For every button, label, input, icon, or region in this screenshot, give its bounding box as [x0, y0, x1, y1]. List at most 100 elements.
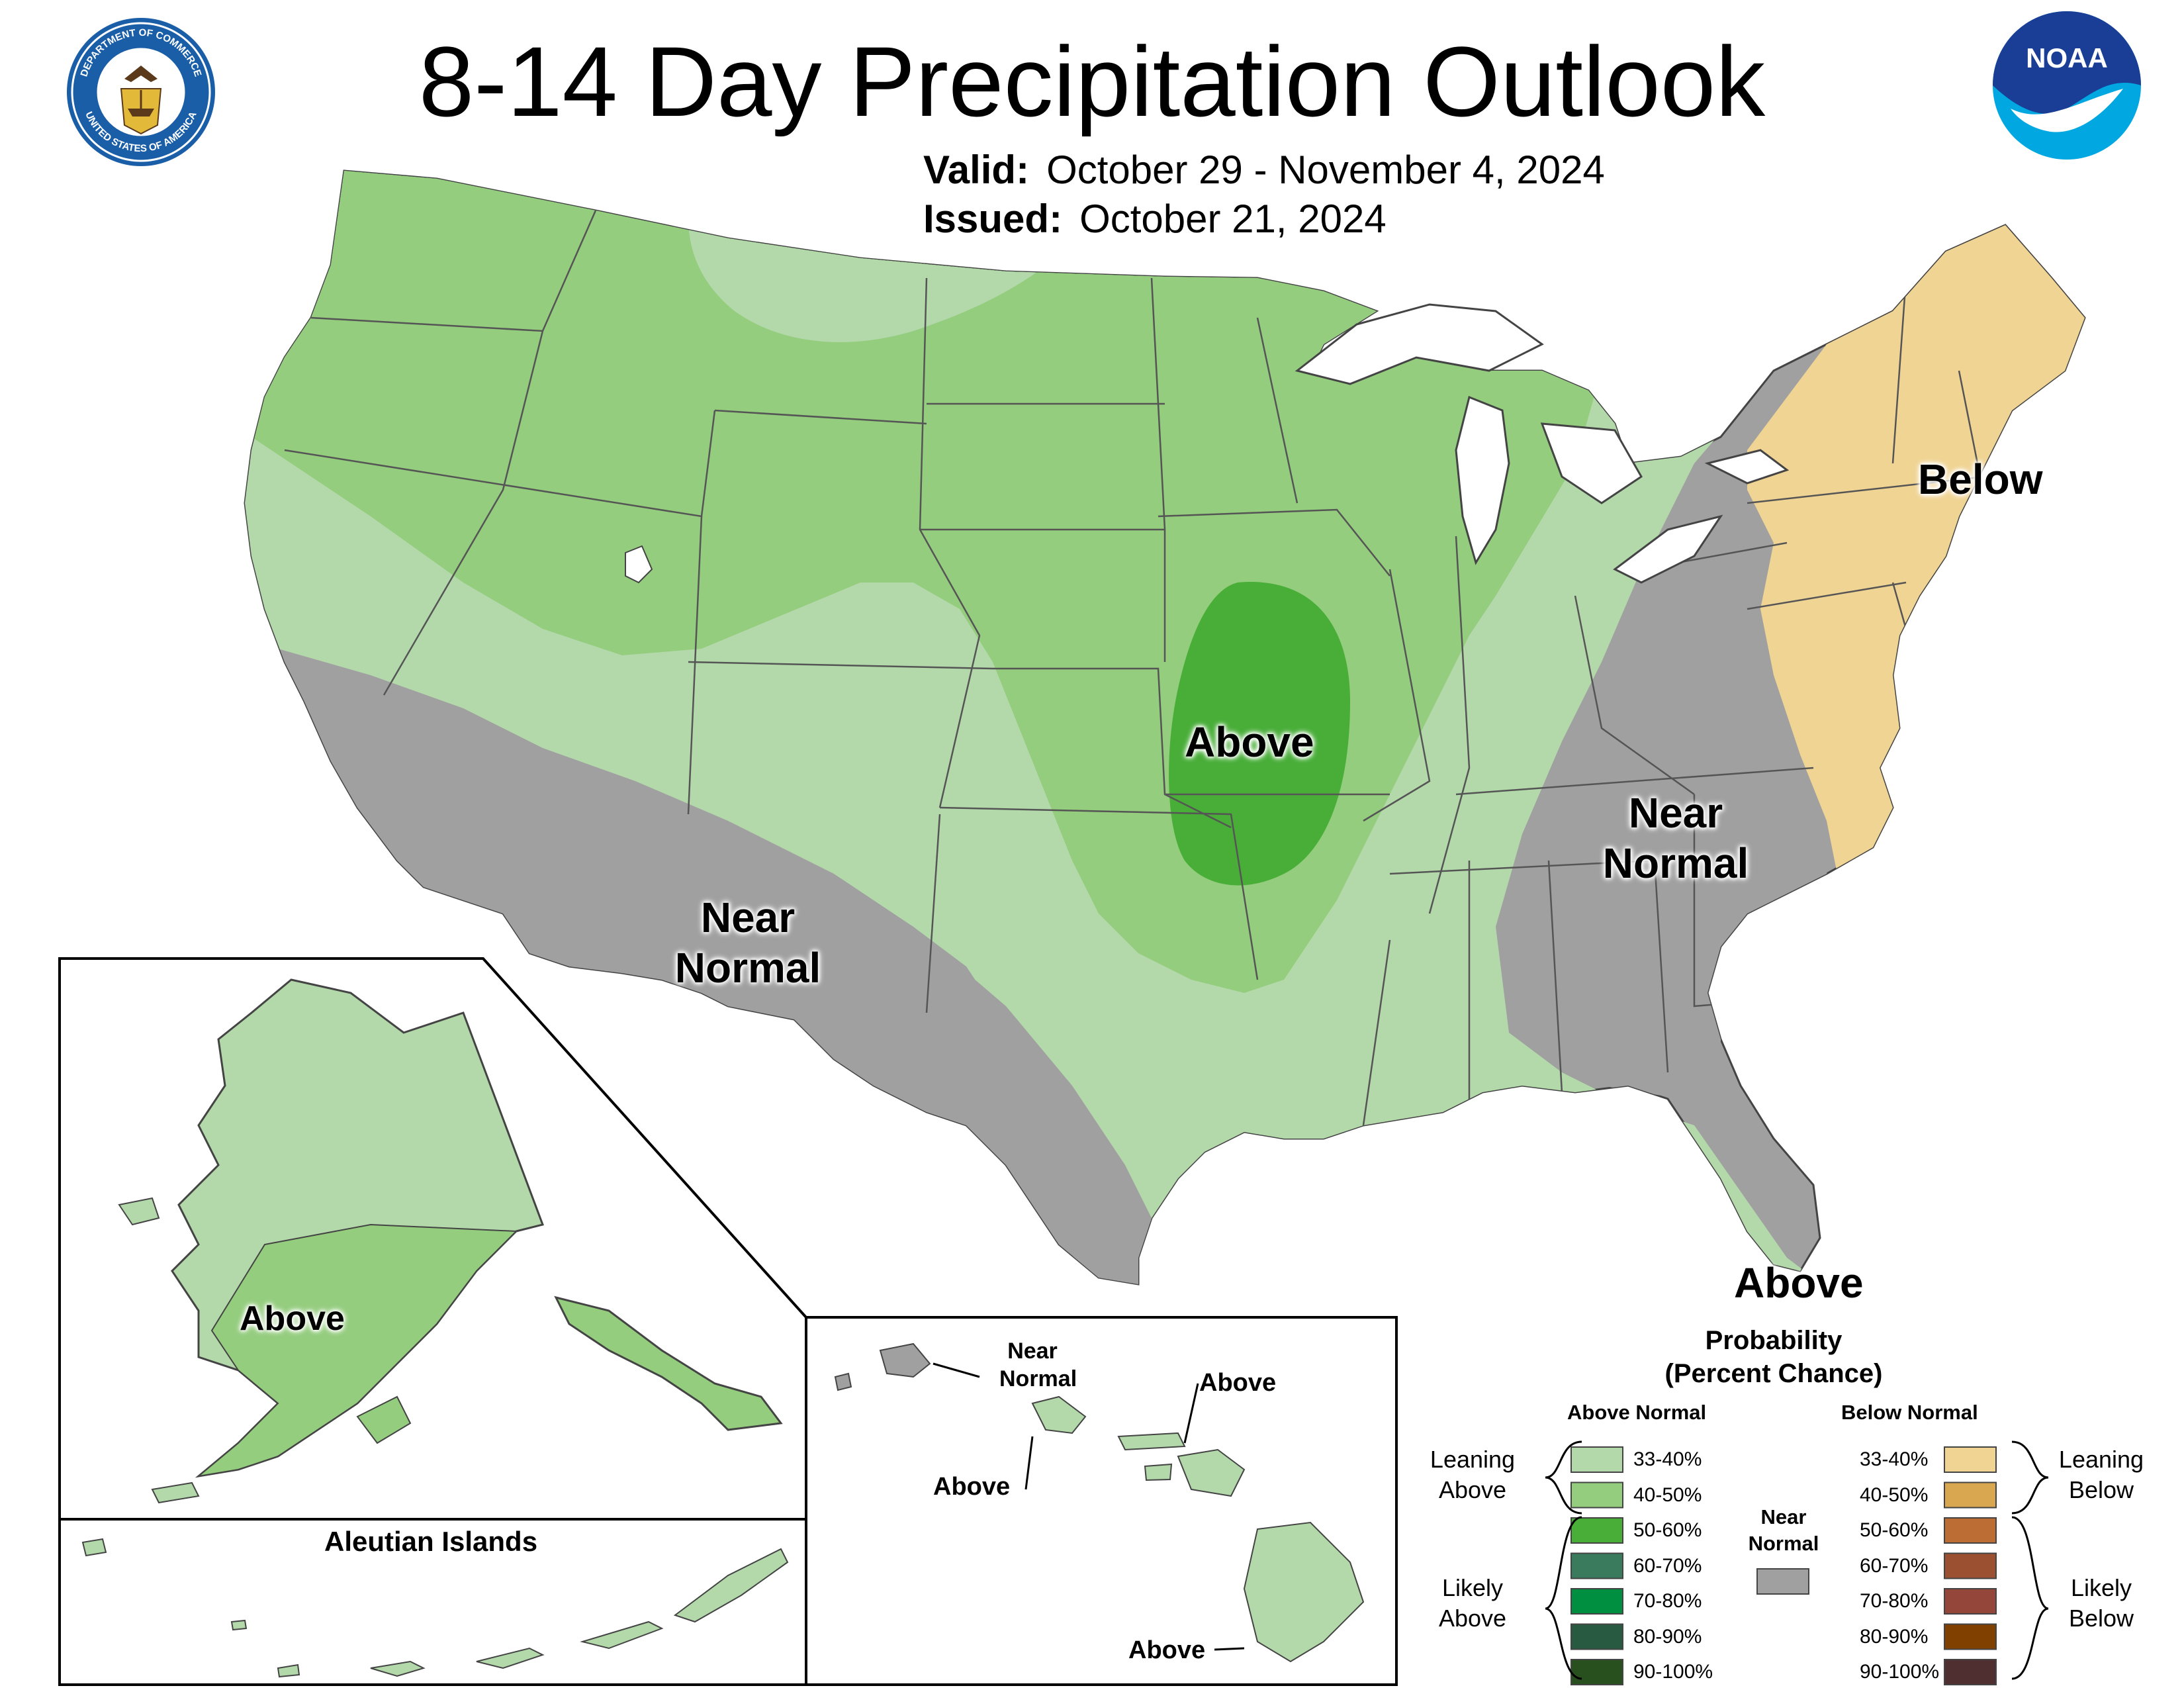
- legend-leaning-above-line2: Above: [1438, 1476, 1507, 1503]
- lake-superior: [1295, 303, 1544, 385]
- legend-likely-above-line1: Likely: [1441, 1574, 1504, 1601]
- label-southwest-near-normal-line1: Near: [700, 894, 796, 941]
- page-title: 8-14 Day Precipitation Outlook: [418, 26, 1766, 137]
- lake-michigan: [1455, 395, 1510, 565]
- legend-above-label-3: 60-70%: [1633, 1554, 1702, 1577]
- niihau-island: [834, 1372, 852, 1391]
- label-southeast-near-normal-line2: Normal: [1602, 839, 1749, 887]
- legend-below-label-1: 40-50%: [1860, 1483, 1929, 1506]
- noaa-logo-text: NOAA: [2026, 42, 2108, 73]
- valid-value: October 29 - November 4, 2024: [1046, 148, 1605, 192]
- legend-likely-below: Likely Below: [2052, 1573, 2151, 1634]
- legend-above-label-6: 90-100%: [1633, 1661, 1713, 1683]
- legend-above-swatch-3: [1570, 1552, 1623, 1579]
- valid-dates: Valid: October 29 - November 4, 2024: [923, 147, 1605, 193]
- alaska-south-region: [196, 1223, 518, 1477]
- great-salt-lake: [625, 545, 653, 584]
- aleutian-islands-title: Aleutian Islands: [324, 1526, 538, 1557]
- legend-above-label-2: 50-60%: [1633, 1519, 1702, 1541]
- label-maui-above: Above: [1199, 1369, 1277, 1397]
- aleutian-islands-shapes: [81, 1538, 789, 1678]
- legend-likely-below-line1: Likely: [2070, 1574, 2132, 1601]
- legend-likely-below-line2: Below: [2068, 1605, 2134, 1632]
- legend-leaning-above: Leaning Above: [1423, 1444, 1522, 1505]
- legend-likely-above-line2: Above: [1438, 1605, 1507, 1632]
- legend-title: Probability (Percent Chance): [1562, 1324, 1985, 1390]
- label-kauai-line2: Normal: [999, 1366, 1077, 1391]
- legend-near-normal-line1: Near: [1760, 1505, 1807, 1528]
- lake-erie: [1613, 514, 1723, 584]
- alaska-west-islands: [118, 1197, 200, 1504]
- legend-leaning-below: Leaning Below: [2052, 1444, 2151, 1505]
- legend-above-label-0: 33-40%: [1633, 1448, 1702, 1470]
- legend-near-normal-swatch: [1756, 1568, 1809, 1595]
- legend-swatches: [1570, 1446, 1997, 1685]
- label-northeast-below: Below: [1918, 455, 2043, 503]
- aleutian-inset-frame: [58, 1518, 807, 1686]
- legend-likely-above: Likely Above: [1423, 1573, 1522, 1634]
- legend-leaning-below-line2: Below: [2068, 1476, 2134, 1503]
- aleutian-inset: [58, 1518, 807, 1686]
- lake-ontario: [1704, 449, 1790, 485]
- lake-huron: [1540, 422, 1643, 504]
- lanai-island: [1144, 1463, 1173, 1481]
- molokai-island: [1117, 1432, 1186, 1451]
- label-southeast-near-normal: Near Normal: [1596, 788, 1755, 888]
- legend-above-swatch-1: [1570, 1481, 1623, 1509]
- legend-above-header: Above Normal: [1567, 1401, 1707, 1424]
- legend-below-label-2: 50-60%: [1860, 1519, 1929, 1541]
- label-central-above: Above: [1185, 718, 1314, 766]
- noaa-logo: NOAA: [1993, 11, 2141, 160]
- alaska-panhandle: [554, 1295, 783, 1431]
- legend-above-swatch-0: [1570, 1446, 1623, 1473]
- legend-above-label-5: 80-90%: [1633, 1625, 1702, 1648]
- legend-above-swatch-4: [1570, 1588, 1623, 1615]
- legend-above-swatch-6: [1570, 1659, 1623, 1685]
- legend-below-header: Below Normal: [1841, 1401, 1978, 1424]
- oahu-island: [1031, 1395, 1087, 1434]
- legend-below-label-6: 90-100%: [1860, 1661, 1940, 1683]
- legend-below-label-5: 80-90%: [1860, 1625, 1929, 1648]
- legend-below-label-3: 60-70%: [1860, 1554, 1929, 1577]
- legend-braces: [1545, 1440, 2049, 1680]
- valid-label: Valid:: [923, 148, 1030, 192]
- label-southwest-near-normal: Near Normal: [668, 892, 827, 993]
- legend-above-label-4: 70-80%: [1633, 1590, 1702, 1612]
- legend-below-swatch-6: [1944, 1659, 1997, 1685]
- legend-leaning-below-line1: Leaning: [2058, 1446, 2144, 1473]
- legend-title-line1: Probability: [1705, 1326, 1843, 1355]
- kauai-island: [879, 1342, 931, 1378]
- issued-label: Issued:: [923, 197, 1063, 241]
- issued-date: Issued: October 21, 2024: [923, 196, 1387, 242]
- legend-above-swatch-5: [1570, 1623, 1623, 1650]
- legend-below-swatch-4: [1944, 1588, 1997, 1615]
- legend-below-label-4: 70-80%: [1860, 1590, 1929, 1612]
- label-kauai-near-normal: Near Normal: [999, 1337, 1077, 1393]
- label-kauai-line1: Near: [1007, 1338, 1058, 1364]
- legend-below-swatch-5: [1944, 1623, 1997, 1650]
- hawaii-leader-lines: [933, 1362, 1245, 1651]
- label-oahu-above: Above: [933, 1473, 1011, 1501]
- legend-below-swatch-2: [1944, 1517, 1997, 1544]
- maui-island: [1177, 1448, 1246, 1497]
- legend-near-normal-line2: Normal: [1748, 1532, 1819, 1555]
- big-island: [1243, 1521, 1365, 1663]
- great-lakes: [1295, 303, 1790, 584]
- label-big-island-above: Above: [1128, 1636, 1206, 1664]
- label-southeast-near-normal-line1: Near: [1628, 789, 1723, 837]
- legend-below-swatch-0: [1944, 1446, 1997, 1473]
- label-southwest-near-normal-line2: Normal: [674, 944, 821, 992]
- alaska-inset: [58, 957, 807, 1521]
- legend-below-swatch-1: [1944, 1481, 1997, 1509]
- kodiak-island: [356, 1395, 412, 1444]
- legend-below-label-0: 33-40%: [1860, 1448, 1929, 1470]
- region-above-50-60: [1169, 582, 1350, 886]
- label-alaska-above: Above: [240, 1299, 345, 1338]
- legend-above-label-1: 40-50%: [1633, 1483, 1702, 1506]
- commerce-seal-logo: DEPARTMENT OF COMMERCE UNITED STATES OF …: [67, 18, 215, 166]
- legend-leaning-above-line1: Leaning: [1430, 1446, 1516, 1473]
- legend-below-swatch-3: [1944, 1552, 1997, 1579]
- legend-near-normal: Near Normal: [1734, 1504, 1833, 1557]
- legend-above-swatch-2: [1570, 1517, 1623, 1544]
